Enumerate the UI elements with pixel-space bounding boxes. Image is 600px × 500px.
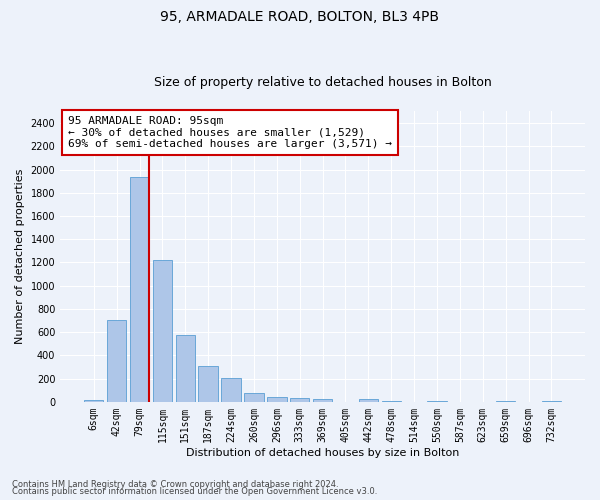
- Text: 95, ARMADALE ROAD, BOLTON, BL3 4PB: 95, ARMADALE ROAD, BOLTON, BL3 4PB: [161, 10, 439, 24]
- Y-axis label: Number of detached properties: Number of detached properties: [15, 169, 25, 344]
- Bar: [382, 400, 401, 402]
- Bar: [107, 320, 127, 402]
- Bar: [267, 397, 287, 402]
- Bar: [427, 400, 447, 402]
- Bar: [542, 400, 561, 402]
- Bar: [221, 378, 241, 402]
- Bar: [176, 335, 195, 402]
- Bar: [290, 398, 310, 402]
- Bar: [313, 399, 332, 402]
- Text: Contains HM Land Registry data © Crown copyright and database right 2024.: Contains HM Land Registry data © Crown c…: [12, 480, 338, 489]
- X-axis label: Distribution of detached houses by size in Bolton: Distribution of detached houses by size …: [186, 448, 459, 458]
- Bar: [244, 393, 263, 402]
- Text: 95 ARMADALE ROAD: 95sqm
← 30% of detached houses are smaller (1,529)
69% of semi: 95 ARMADALE ROAD: 95sqm ← 30% of detache…: [68, 116, 392, 149]
- Bar: [152, 260, 172, 402]
- Bar: [84, 400, 103, 402]
- Text: Contains public sector information licensed under the Open Government Licence v3: Contains public sector information licen…: [12, 487, 377, 496]
- Bar: [199, 366, 218, 402]
- Bar: [359, 399, 378, 402]
- Title: Size of property relative to detached houses in Bolton: Size of property relative to detached ho…: [154, 76, 491, 90]
- Bar: [496, 400, 515, 402]
- Bar: [130, 176, 149, 402]
